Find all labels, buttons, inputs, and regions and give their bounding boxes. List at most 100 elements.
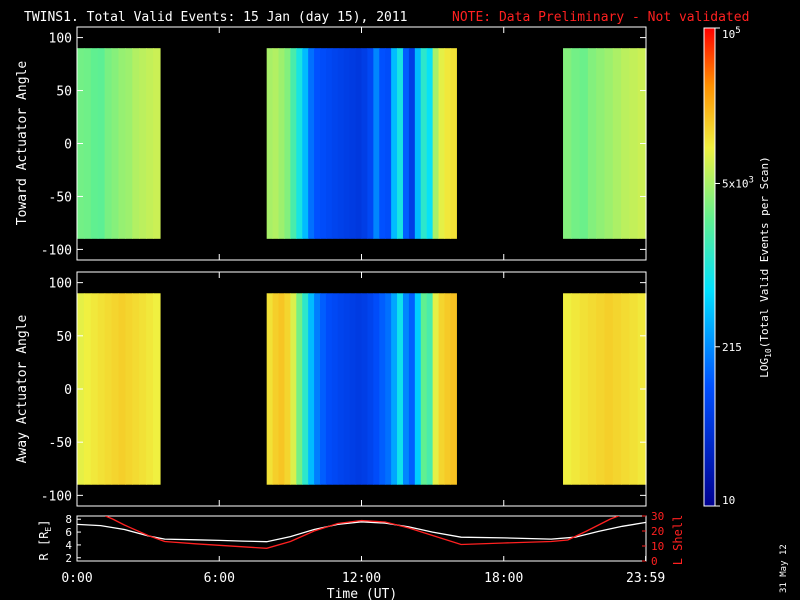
x-tick-label: 23:59: [626, 571, 665, 586]
heatmap-cell: [343, 293, 351, 485]
heatmap-cell: [361, 293, 369, 485]
heatmap-cell: [391, 48, 398, 239]
heatmap-cell: [587, 293, 597, 485]
heatmap-cell: [343, 48, 351, 239]
right-tick-label: 20: [651, 525, 664, 538]
heatmap-cell: [272, 293, 280, 485]
heatmap-cell: [596, 48, 606, 239]
heatmap-cell: [266, 293, 274, 485]
heatmap-cell: [104, 293, 113, 485]
heatmap-cell: [337, 293, 345, 485]
series-line: [77, 521, 646, 543]
heatmap-cell: [571, 48, 581, 239]
heatmap-cell: [146, 48, 154, 239]
colorbar-label: LOG10(Total Valid Events per Scan): [758, 156, 773, 378]
heatmap-cell: [367, 293, 374, 485]
heatmap-cell: [278, 293, 286, 485]
colorbar-tick-label: 5x103: [722, 175, 754, 190]
heatmap-cell: [83, 48, 92, 239]
time-x-ticks: 0:00 6:00 12:00 18:00 23:59: [61, 556, 665, 586]
colorbar-tick-label: 215: [722, 341, 742, 354]
heatmap-cell: [426, 48, 434, 239]
right-axis-label: L Shell: [671, 515, 685, 566]
orbit-right-ticks: 30 20 10 0: [642, 510, 664, 568]
heatmap-cell: [587, 48, 597, 239]
heatmap-cell: [397, 293, 404, 485]
x-tick-label: 12:00: [342, 571, 381, 586]
y-tick-label: 50: [56, 330, 72, 345]
heatmap-cell: [118, 293, 126, 485]
heatmap-cell: [420, 48, 428, 239]
heatmap-cell: [361, 48, 369, 239]
preliminary-note: NOTE: Data Preliminary - Not validated: [452, 10, 749, 25]
heatmap-cell: [302, 48, 309, 239]
heatmap-cell: [284, 48, 291, 239]
heatmap-cell: [621, 293, 631, 485]
heatmap-cell: [629, 48, 639, 239]
heatmap-cell: [432, 48, 440, 239]
heatmap-cell: [349, 48, 357, 239]
heatmap-cell: [302, 293, 309, 485]
series-line: [105, 516, 621, 549]
heatmap-cell: [604, 293, 614, 485]
heatmap-cell: [402, 293, 410, 485]
heatmap-cell: [290, 293, 297, 485]
heatmap-cell: [604, 48, 614, 239]
heatmap-cell: [331, 48, 339, 239]
colorbar-gradient: [703, 27, 716, 507]
heatmap-cell: [444, 48, 452, 239]
heatmap-cell: [90, 48, 99, 239]
heatmap-cell: [272, 48, 280, 239]
heatmap-cell: [579, 48, 589, 239]
away-y-axis-label: Away Actuator Angle: [15, 314, 30, 463]
y-tick-label: 0: [64, 383, 72, 398]
y-tick-label: 100: [49, 32, 72, 47]
heatmap-cell: [132, 48, 140, 239]
heatmap-cell: [320, 293, 327, 485]
heatmap-cell: [414, 48, 422, 239]
heatmap-cell: [139, 48, 147, 239]
heatmap-cell: [414, 293, 422, 485]
heatmap-cell: [132, 293, 140, 485]
heatmap-cell: [118, 48, 126, 239]
y-tick-label: -50: [49, 436, 72, 451]
heatmap-cell: [373, 48, 380, 239]
away-heatmap-panel: 100 50 0 -50 -100 Away Actuator Angle: [15, 271, 647, 507]
heatmap-cell: [391, 293, 398, 485]
heatmap-cell: [563, 48, 572, 239]
heatmap-cell: [629, 293, 639, 485]
left-tick-label: 2: [65, 552, 72, 565]
orbit-series: [77, 516, 646, 549]
heatmap-cell: [450, 48, 457, 239]
heatmap-cell: [139, 293, 147, 485]
heatmap-cell: [284, 293, 291, 485]
heatmap-cell: [379, 293, 386, 485]
heatmap-cell: [596, 293, 606, 485]
colorbar-tick-label: 105: [722, 26, 741, 41]
heatmap-cell: [450, 293, 457, 485]
heatmap-cell: [349, 293, 357, 485]
heatmap-cell: [379, 48, 386, 239]
heatmap-cell: [612, 48, 622, 239]
heatmap-cell: [111, 293, 120, 485]
heatmap-cell: [438, 293, 446, 485]
left-tick-label: 6: [65, 526, 72, 539]
right-tick-label: 0: [651, 555, 658, 568]
heatmap-cell: [579, 293, 589, 485]
heatmap-cell: [314, 48, 321, 239]
heatmap-cell: [420, 293, 428, 485]
heatmap-cell: [612, 293, 622, 485]
x-tick-label: 6:00: [204, 571, 235, 586]
toward-y-axis-label: Toward Actuator Angle: [15, 61, 30, 226]
y-tick-label: 50: [56, 85, 72, 100]
chart-title: TWINS1. Total Valid Events: 15 Jan (day …: [24, 10, 408, 25]
heatmap-cell: [385, 48, 392, 239]
y-tick-label: -100: [41, 243, 72, 258]
heatmap-cell: [320, 48, 327, 239]
heatmap-cell: [308, 48, 315, 239]
left-tick-label: 4: [65, 539, 72, 552]
heatmap-cell: [296, 293, 303, 485]
